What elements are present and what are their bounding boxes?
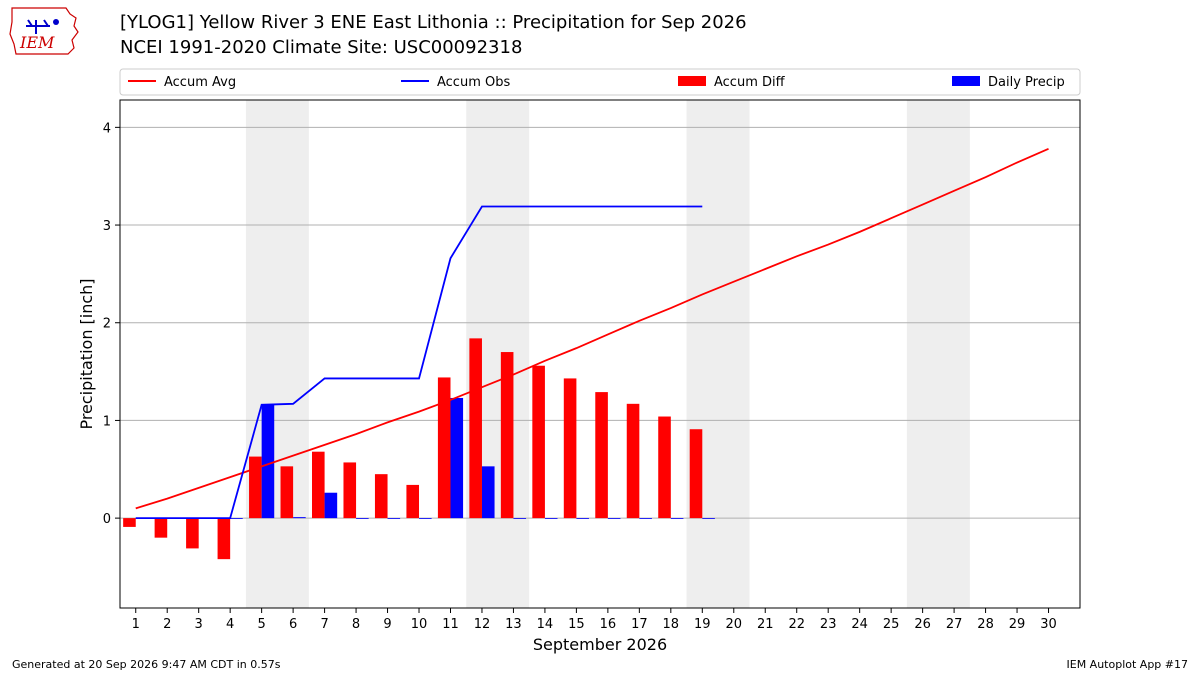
weather-station-icon (26, 19, 50, 34)
x-axis-label: September 2026 (533, 635, 667, 654)
xtick-label-8: 8 (352, 617, 360, 632)
diff-bar-day-4 (217, 518, 231, 560)
ytick-label-4: 4 (103, 121, 111, 136)
diff-bar-day-13 (500, 352, 514, 519)
footer-generated: Generated at 20 Sep 2026 9:47 AM CDT in … (12, 658, 281, 671)
legend-label-accum-avg: Accum Avg (164, 75, 236, 90)
diff-bar-day-2 (154, 518, 168, 538)
xtick-label-29: 29 (1009, 617, 1026, 632)
daily-bar-day-19 (702, 518, 715, 519)
daily-bar-day-9 (387, 518, 401, 519)
diff-bar-day-17 (626, 403, 640, 519)
diff-bar-day-9 (374, 474, 388, 519)
daily-bar-day-12 (481, 466, 495, 519)
xtick-label-4: 4 (226, 617, 234, 632)
xtick-label-27: 27 (946, 617, 963, 632)
legend-label-accum-diff: Accum Diff (714, 75, 786, 90)
footer-app: IEM Autoplot App #17 (1066, 658, 1189, 671)
iem-logo: IEM (9, 7, 79, 55)
weekend-shade-0 (245, 100, 309, 608)
xtick-label-6: 6 (289, 617, 297, 632)
daily-bar-day-6 (293, 517, 306, 519)
daily-bar-day-13 (513, 518, 527, 519)
diff-bar-day-12 (469, 338, 482, 519)
daily-bar-day-8 (356, 518, 369, 519)
xtick-label-26: 26 (914, 617, 931, 632)
daily-bar-day-17 (639, 518, 652, 519)
diff-bar-day-6 (280, 466, 294, 519)
daily-bar-day-5 (261, 404, 275, 519)
chart-subtitle: NCEI 1991-2020 Climate Site: USC00092318 (120, 37, 523, 58)
xtick-label-15: 15 (568, 617, 585, 632)
daily-bar-day-11 (450, 397, 464, 519)
daily-bar-day-7 (324, 492, 338, 519)
diff-bar-day-3 (186, 518, 199, 549)
legend-swatch-accum-diff (678, 76, 706, 86)
daily-bar-day-16 (607, 518, 621, 519)
chart-title: [YLOG1] Yellow River 3 ENE East Lithonia… (120, 12, 747, 33)
xtick-label-3: 3 (195, 617, 203, 632)
xtick-label-22: 22 (788, 617, 805, 632)
ytick-label-3: 3 (103, 219, 111, 234)
xtick-label-2: 2 (163, 617, 171, 632)
diff-bar-day-15 (563, 378, 577, 519)
weekend-shade-2 (686, 100, 750, 608)
diff-bar-day-7 (312, 451, 325, 519)
diff-bar-day-5 (249, 456, 262, 519)
legend-label-daily-precip: Daily Precip (988, 75, 1065, 90)
logo-text: IEM (19, 33, 55, 52)
daily-bar-day-14 (544, 518, 558, 519)
xtick-label-12: 12 (474, 617, 491, 632)
xtick-label-30: 30 (1040, 617, 1057, 632)
weekend-shade-3 (906, 100, 970, 608)
xtick-label-11: 11 (442, 617, 459, 632)
ytick-label-0: 0 (103, 512, 111, 527)
xtick-label-21: 21 (757, 617, 774, 632)
xtick-label-17: 17 (631, 617, 648, 632)
y-axis-label: Precipitation [inch] (77, 278, 96, 429)
xtick-label-28: 28 (977, 617, 994, 632)
xtick-label-16: 16 (600, 617, 617, 632)
xtick-label-7: 7 (320, 617, 328, 632)
diff-bar-day-11 (437, 377, 451, 519)
diff-bar-day-18 (658, 416, 671, 519)
diff-bar-day-10 (406, 484, 420, 519)
accum-avg-line (135, 148, 1049, 510)
daily-bar-day-15 (576, 518, 589, 519)
xtick-label-13: 13 (505, 617, 522, 632)
daily-bar-day-4 (230, 518, 243, 519)
diff-bar-day-1 (123, 518, 136, 527)
xtick-label-5: 5 (257, 617, 265, 632)
legend-box (119, 68, 1081, 96)
ytick-label-2: 2 (103, 317, 111, 332)
legend-label-accum-obs: Accum Obs (437, 75, 510, 90)
ytick-label-1: 1 (103, 414, 111, 429)
iowa-state-outline-icon (9, 7, 79, 55)
diff-bar-day-8 (343, 462, 357, 519)
xtick-label-10: 10 (411, 617, 428, 632)
daily-bar-day-10 (419, 518, 432, 519)
anemometer-icon (53, 19, 59, 25)
xtick-label-23: 23 (820, 617, 837, 632)
xtick-label-25: 25 (883, 617, 900, 632)
daily-bar-day-18 (670, 518, 684, 519)
xtick-label-19: 19 (694, 617, 711, 632)
diff-bar-day-19 (689, 429, 703, 519)
xtick-label-1: 1 (132, 617, 140, 632)
diff-bar-day-14 (532, 365, 545, 519)
diff-bar-day-16 (595, 392, 608, 519)
xtick-label-14: 14 (537, 617, 554, 632)
legend-swatch-daily-precip (952, 76, 980, 86)
xtick-label-9: 9 (383, 617, 391, 632)
xtick-label-24: 24 (851, 617, 868, 632)
accum-obs-line (135, 205, 703, 520)
xtick-label-18: 18 (663, 617, 680, 632)
plot-frame (119, 99, 1081, 609)
xtick-label-20: 20 (725, 617, 742, 632)
